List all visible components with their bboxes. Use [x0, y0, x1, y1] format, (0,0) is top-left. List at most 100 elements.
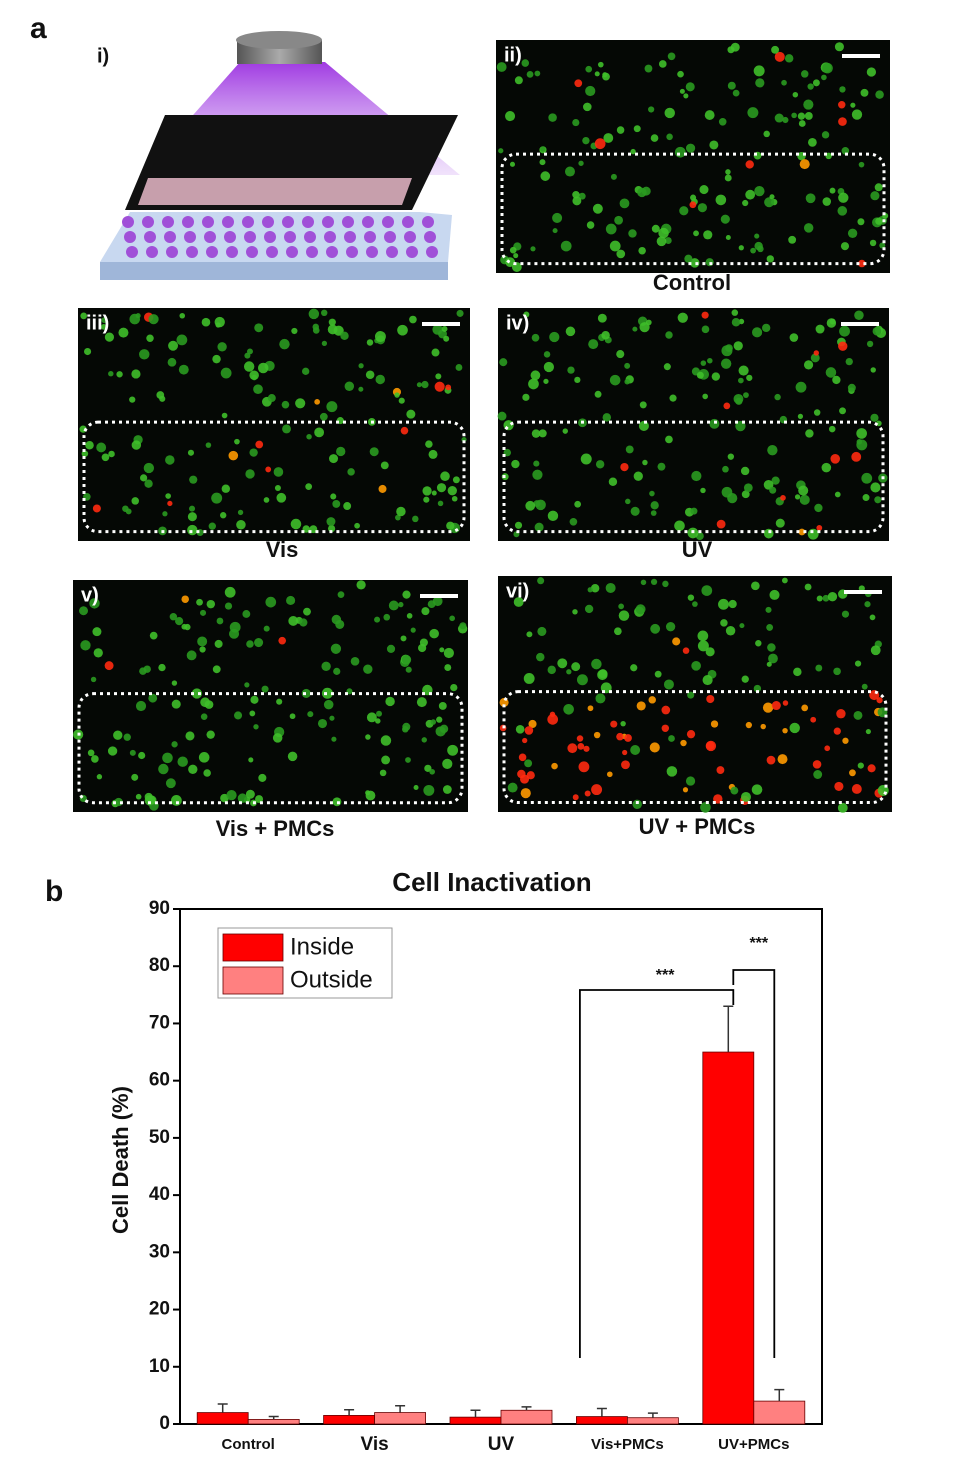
cell	[745, 189, 756, 200]
well	[424, 231, 436, 243]
cell	[644, 64, 653, 73]
cell	[416, 697, 427, 708]
cell	[205, 442, 212, 448]
cell	[793, 667, 802, 677]
well	[366, 246, 378, 258]
cell	[442, 758, 453, 769]
cell	[753, 684, 762, 693]
cell	[810, 716, 817, 723]
cell	[690, 194, 697, 201]
cell	[745, 721, 752, 729]
cell	[249, 448, 258, 457]
cell	[601, 331, 610, 340]
cell	[567, 366, 575, 374]
cell	[312, 323, 320, 331]
cell	[443, 647, 454, 659]
cell	[254, 323, 264, 333]
cell	[344, 381, 355, 391]
cell	[815, 324, 825, 334]
well	[422, 216, 434, 228]
cell	[197, 636, 208, 647]
cell	[336, 446, 346, 457]
micrograph-background	[498, 576, 892, 812]
cell	[630, 148, 636, 155]
cell	[576, 674, 588, 686]
well	[182, 216, 194, 228]
cell	[104, 661, 114, 671]
cell	[854, 660, 862, 667]
cell	[321, 687, 333, 699]
cell	[171, 741, 178, 748]
cell	[702, 393, 708, 400]
cell	[92, 504, 101, 513]
cell	[664, 107, 675, 119]
cell	[144, 479, 153, 488]
cell	[140, 474, 148, 482]
cell	[329, 454, 339, 464]
cell	[782, 700, 789, 706]
cell	[593, 731, 601, 739]
cell	[658, 60, 667, 68]
cell	[668, 735, 675, 742]
cell	[354, 522, 360, 529]
well	[426, 246, 438, 258]
cell	[858, 161, 865, 168]
cell	[356, 580, 366, 590]
cell	[528, 719, 537, 729]
image-label: iii)	[86, 312, 109, 334]
cell	[282, 424, 291, 434]
well	[382, 216, 394, 228]
image-caption: Control	[653, 270, 731, 295]
cell	[524, 726, 534, 735]
bar	[374, 1412, 427, 1425]
well	[142, 216, 154, 228]
cell	[265, 466, 272, 473]
cell	[186, 650, 197, 661]
cell	[867, 764, 876, 773]
cell	[663, 679, 674, 690]
cell	[369, 447, 379, 457]
cell	[565, 326, 576, 337]
cell	[800, 70, 809, 78]
cell	[290, 518, 302, 530]
cell	[866, 340, 874, 348]
cell	[321, 309, 328, 317]
cell	[201, 317, 211, 327]
cell	[92, 627, 102, 637]
cell	[167, 357, 177, 367]
cell	[685, 776, 696, 786]
cell	[410, 627, 416, 633]
cell	[288, 616, 299, 626]
cell	[841, 610, 850, 618]
cell	[533, 460, 540, 467]
cell	[685, 82, 695, 92]
cell	[244, 682, 250, 688]
cell	[827, 592, 838, 602]
cell	[602, 72, 610, 81]
cell	[782, 116, 789, 124]
cell	[441, 326, 448, 332]
cell	[572, 794, 579, 801]
cell	[212, 665, 221, 674]
cell	[417, 643, 427, 653]
cell	[423, 784, 435, 796]
cell	[129, 396, 136, 403]
cell	[287, 751, 298, 762]
cell	[539, 159, 546, 166]
cell	[286, 595, 296, 606]
bar	[500, 1409, 553, 1425]
cell	[208, 522, 216, 530]
cell	[524, 759, 533, 768]
cell	[691, 660, 701, 671]
cell	[775, 518, 785, 528]
cell	[595, 460, 605, 469]
well	[322, 216, 334, 228]
cell	[437, 500, 444, 507]
cell	[400, 635, 407, 642]
cell	[730, 786, 739, 795]
cell	[402, 726, 409, 733]
cell	[743, 483, 753, 493]
cell	[375, 718, 381, 724]
cell	[257, 362, 269, 374]
